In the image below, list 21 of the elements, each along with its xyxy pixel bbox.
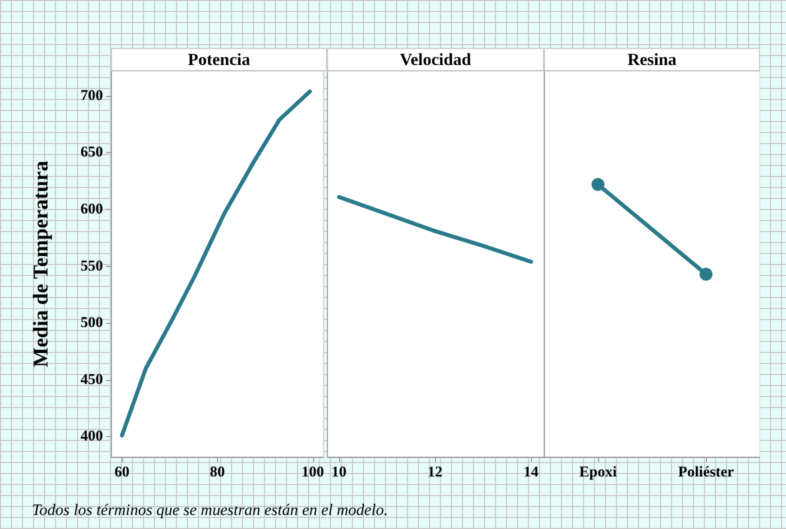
y-tick-label: 450 (80, 372, 103, 388)
line-series (120, 89, 312, 438)
chart-title: Potencia (111, 48, 327, 71)
text: Todos los términos que se muestran están en el modelo. (32, 502, 388, 520)
x-tick-label: Poliéster (678, 464, 734, 480)
x-tick-label: 10 (332, 464, 346, 480)
x-tick-label: Epoxi (579, 464, 617, 480)
chart-title: Velocidad (327, 48, 544, 71)
y-tick-label: 650 (80, 144, 103, 161)
x-tick-label: 80 (210, 464, 225, 480)
y-tick-label: 700 (80, 88, 103, 104)
chart-title: Resina (544, 48, 760, 71)
y-tick-label: 550 (80, 258, 103, 274)
x-tick-label: 14 (524, 464, 540, 480)
y-axis-title: Media de Temperatura (28, 160, 52, 368)
x-tick-label: 60 (114, 464, 130, 480)
y-tick-label: 600 (80, 202, 103, 218)
x-tick-label: 100 (302, 464, 324, 480)
y-tick-label: 400 (80, 428, 103, 445)
y-tick-label: 500 (80, 315, 103, 332)
x-tick-label: 12 (428, 464, 443, 480)
